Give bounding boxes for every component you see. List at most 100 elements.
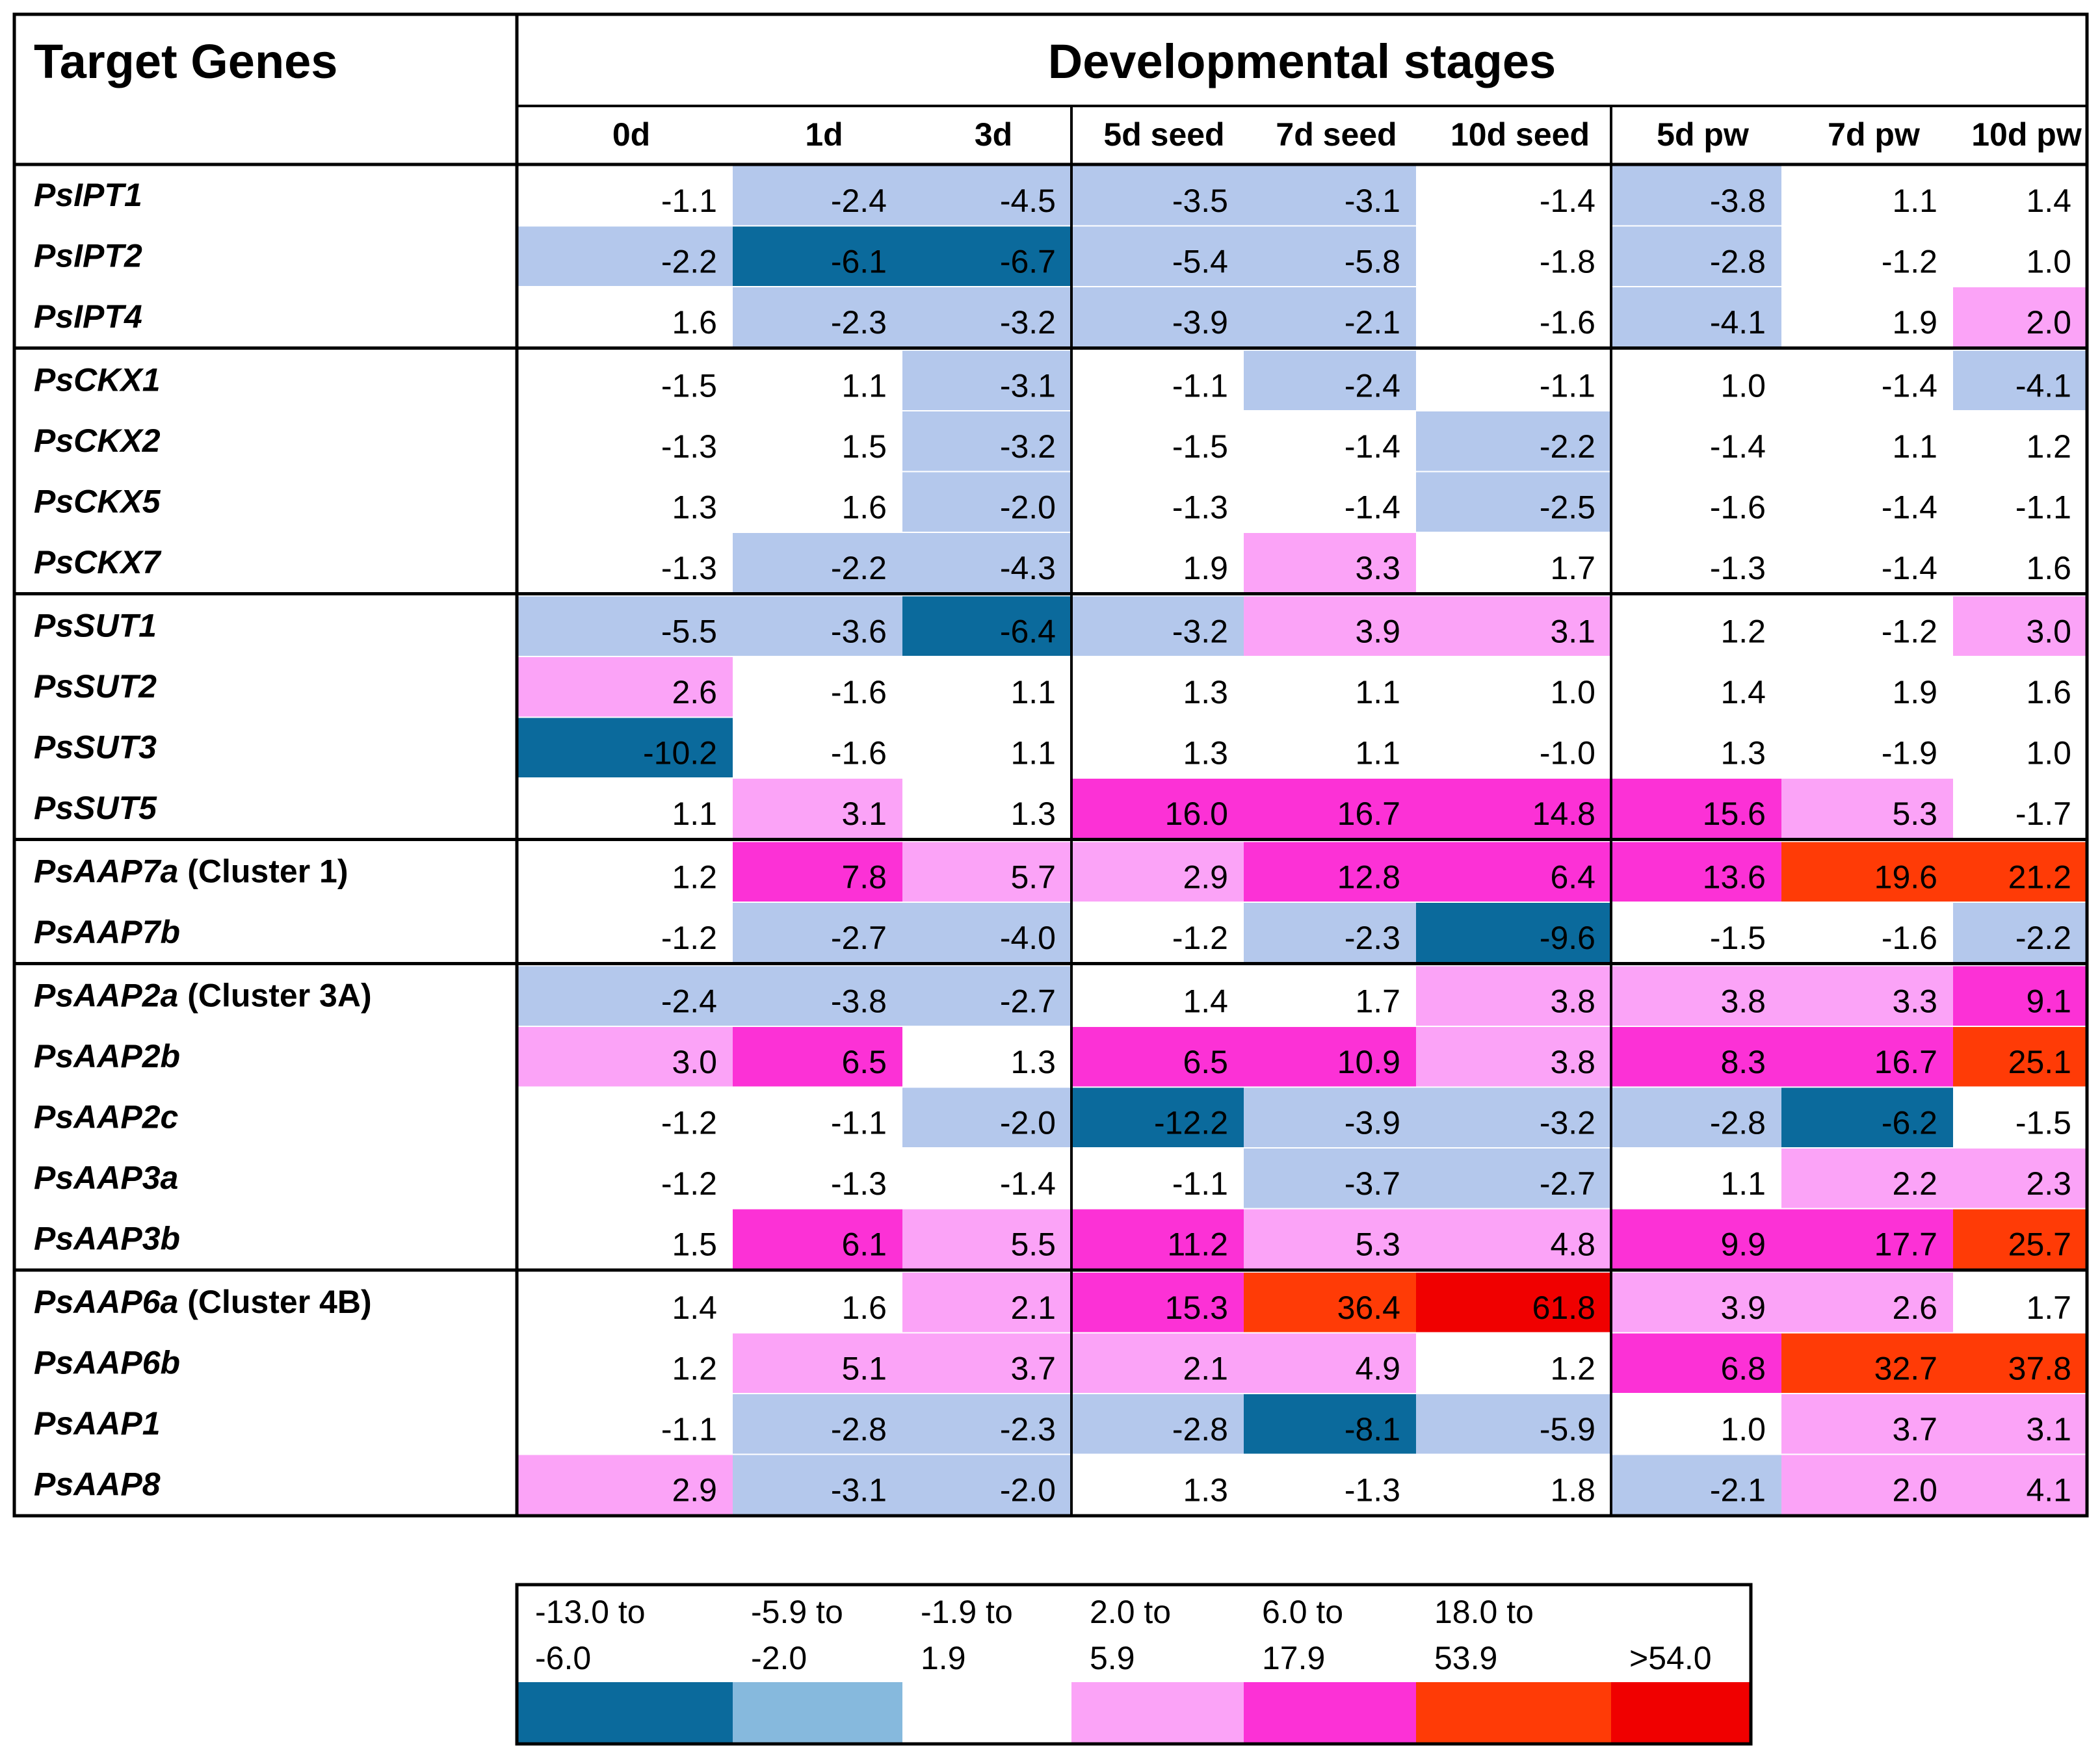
- heatmap-cell: [517, 472, 733, 532]
- cell-value: -5.4: [1172, 244, 1228, 280]
- cell-value: 6.5: [841, 1044, 887, 1080]
- heatmap-cell: [517, 842, 733, 902]
- heatmap-cell: [902, 411, 1071, 471]
- heatmap-cell: [1781, 411, 1953, 471]
- gene-name: PsSUT5: [34, 790, 157, 826]
- heatmap-cell: [902, 903, 1071, 963]
- cell-value: -1.2: [661, 1105, 717, 1141]
- gene-label: PsCKX2: [34, 422, 161, 459]
- heatmap-cell: [1611, 903, 1781, 963]
- heatmap-cell: [733, 1333, 902, 1393]
- cell-value: 1.5: [841, 428, 887, 465]
- cell-value: -1.1: [2015, 489, 2071, 526]
- cell-value: -1.6: [1710, 489, 1766, 526]
- heatmap-cell: [1953, 657, 2087, 717]
- cell-value: 6.5: [1183, 1044, 1228, 1080]
- cell-value: -2.3: [1345, 920, 1400, 956]
- legend-range-label: >54.0: [1629, 1640, 1712, 1676]
- cell-value: 3.1: [841, 796, 887, 832]
- heatmap-cell: [1611, 657, 1781, 717]
- cell-value: 21.2: [2008, 859, 2071, 896]
- heatmap-cell: [1781, 226, 1953, 286]
- legend-range-label: -6.0: [535, 1640, 591, 1676]
- cell-value: -2.5: [1540, 489, 1595, 526]
- heatmap-cell: [902, 226, 1071, 286]
- cell-value: -4.0: [1000, 920, 1056, 956]
- cell-value: 1.3: [1720, 735, 1766, 772]
- cell-value: 1.0: [1550, 674, 1595, 710]
- cell-value: 1.4: [2026, 183, 2071, 219]
- cell-value: -4.1: [1710, 304, 1766, 341]
- heatmap-cell: [1416, 1455, 1611, 1514]
- heatmap-cell: [1071, 903, 1244, 963]
- heatmap-cell: [902, 1455, 1071, 1514]
- cell-value: -1.4: [1345, 428, 1400, 465]
- heatmap-cell: [517, 411, 733, 471]
- gene-name: PsAAP7a: [34, 853, 178, 890]
- heatmap-cell: [1416, 533, 1611, 593]
- heatmap-cell: [902, 1394, 1071, 1454]
- gene-label: PsAAP2b: [34, 1038, 180, 1074]
- cell-value: -2.0: [1000, 1105, 1056, 1141]
- cell-value: 6.1: [841, 1227, 887, 1263]
- cell-value: -2.0: [1000, 489, 1056, 526]
- heatmap-cell: [733, 350, 902, 410]
- heatmap-cell: [733, 903, 902, 963]
- heatmap-cell: [1071, 287, 1244, 347]
- heatmap-cell: [1953, 1394, 2087, 1454]
- cell-value: 1.1: [1010, 735, 1056, 772]
- legend-range-label: 1.9: [921, 1640, 966, 1676]
- cell-value: -2.2: [831, 550, 887, 586]
- heatmap-cell: [1953, 1087, 2087, 1147]
- gene-name: PsAAP7b: [34, 914, 180, 950]
- heatmap-cell: [1781, 779, 1953, 838]
- heatmap-cell: [1244, 779, 1416, 838]
- heatmap-cell: [1071, 842, 1244, 902]
- heatmap-cell: [1953, 1273, 2087, 1332]
- heatmap-cell: [1416, 1273, 1611, 1332]
- cell-value: 1.0: [1720, 1411, 1766, 1448]
- heatmap-cell: [1071, 472, 1244, 532]
- cell-value: -1.3: [661, 428, 717, 465]
- heatmap-cell: [517, 1209, 733, 1269]
- heatmap-cell: [1611, 1394, 1781, 1454]
- cluster-label: (Cluster 3A): [178, 978, 371, 1014]
- column-header: 1d: [805, 116, 843, 153]
- heatmap-cell: [1953, 166, 2087, 226]
- column-header: 5d seed: [1103, 116, 1224, 153]
- legend-range-label: 6.0 to: [1262, 1594, 1343, 1630]
- heatmap-cell: [1953, 411, 2087, 471]
- cell-value: 16.7: [1874, 1044, 1937, 1080]
- cell-value: 9.9: [1720, 1227, 1766, 1263]
- gene-name: PsAAP8: [34, 1466, 161, 1503]
- cell-value: -3.7: [1345, 1165, 1400, 1202]
- heatmap-cell: [1611, 1455, 1781, 1514]
- cell-value: -1.1: [831, 1105, 887, 1141]
- heatmap-cell: [1611, 1273, 1781, 1332]
- heatmap-cell: [902, 1087, 1071, 1147]
- heatmap-cell: [1953, 226, 2087, 286]
- heatmap-cell: [1416, 1027, 1611, 1087]
- heatmap-cell: [1244, 226, 1416, 286]
- cell-value: -1.4: [1000, 1165, 1056, 1202]
- cell-value: 3.8: [1720, 983, 1766, 1020]
- heatmap-cell: [1416, 779, 1611, 838]
- cell-value: 5.7: [1010, 859, 1056, 896]
- cell-value: 1.7: [1550, 550, 1595, 586]
- heatmap-cell: [1071, 779, 1244, 838]
- cell-value: -6.2: [1882, 1105, 1937, 1141]
- cell-value: -4.3: [1000, 550, 1056, 586]
- cell-value: 1.4: [672, 1290, 717, 1326]
- cell-value: 32.7: [1874, 1351, 1937, 1387]
- heatmap-cell: [733, 1027, 902, 1087]
- legend-range-label: -2.0: [751, 1640, 807, 1676]
- legend-range-label: -1.9 to: [921, 1594, 1013, 1630]
- heatmap-cell: [902, 472, 1071, 532]
- heatmap-cell: [1244, 657, 1416, 717]
- cell-value: -1.9: [1882, 735, 1937, 772]
- gene-name: PsAAP6a: [34, 1284, 178, 1320]
- heatmap-cell: [1071, 226, 1244, 286]
- heatmap-cell: [902, 1149, 1071, 1208]
- cell-value: 3.3: [1355, 550, 1400, 586]
- heatmap-cell: [1781, 1455, 1953, 1514]
